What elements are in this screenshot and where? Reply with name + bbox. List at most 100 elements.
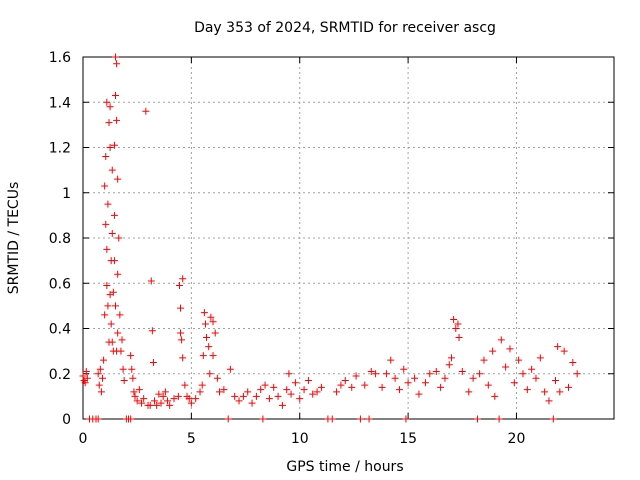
data-point: [265, 395, 273, 403]
data-point: [170, 395, 178, 403]
data-point: [110, 211, 118, 219]
data-point: [437, 383, 445, 391]
data-point: [257, 386, 265, 394]
data-point: [94, 370, 102, 378]
data-point: [99, 374, 107, 382]
data-point: [519, 370, 527, 378]
data-point: [201, 320, 209, 328]
data-point: [106, 103, 114, 111]
data-point: [112, 302, 120, 310]
data-point: [497, 336, 505, 344]
data-point: [127, 415, 135, 423]
data-point: [541, 388, 549, 396]
data-point: [506, 345, 514, 353]
data-point: [120, 377, 128, 385]
data-point: [109, 288, 117, 296]
data-points: [79, 53, 581, 423]
data-point: [198, 381, 206, 389]
data-point: [239, 392, 247, 400]
data-point: [235, 397, 243, 405]
y-axis-label: SRMTID / TECUs: [6, 182, 22, 295]
y-tick-label: 1.4: [49, 95, 71, 111]
data-point: [112, 53, 120, 61]
tick-labels: 0 0.2 0.4 0.6 0.8 1 1.2 1.4 1.6 0 5 10 15 20: [49, 50, 526, 447]
data-point: [528, 365, 536, 373]
data-point: [101, 182, 109, 190]
data-point: [82, 367, 90, 375]
data-point: [200, 309, 208, 317]
data-point: [166, 401, 174, 409]
y-tick-label: 0.2: [49, 367, 71, 383]
data-point: [554, 343, 562, 351]
data-point: [105, 119, 113, 127]
x-tick-label: 0: [79, 431, 88, 447]
data-point: [309, 390, 317, 398]
data-point: [244, 388, 252, 396]
data-point: [179, 275, 187, 283]
data-point: [502, 363, 510, 371]
data-point: [135, 386, 143, 394]
data-point: [79, 372, 87, 380]
data-point: [142, 107, 150, 115]
data-point: [536, 354, 544, 362]
data-point: [447, 354, 455, 362]
data-point: [153, 401, 161, 409]
data-point: [224, 415, 232, 423]
data-point: [458, 367, 466, 375]
data-point: [248, 399, 256, 407]
data-point: [110, 257, 118, 265]
data-point: [101, 311, 109, 319]
data-point: [113, 60, 121, 68]
data-point: [95, 381, 103, 389]
data-point: [113, 116, 121, 124]
data-point: [100, 356, 108, 364]
data-point: [199, 352, 207, 360]
data-point: [96, 365, 104, 373]
data-point: [515, 356, 523, 364]
data-point: [226, 365, 234, 373]
data-point: [147, 277, 155, 285]
data-point: [130, 388, 138, 396]
data-point: [469, 374, 477, 382]
x-axis-label: GPS time / hours: [286, 459, 403, 475]
data-point: [489, 347, 497, 355]
data-point: [97, 388, 105, 396]
data-point: [216, 388, 224, 396]
data-point: [157, 399, 165, 407]
data-point: [108, 338, 116, 346]
data-point: [259, 415, 267, 423]
x-tick-label: 10: [291, 431, 309, 447]
data-point: [140, 395, 148, 403]
data-point: [278, 401, 286, 409]
data-point: [127, 352, 135, 360]
data-point: [108, 229, 116, 237]
data-point: [164, 397, 172, 405]
data-point: [476, 370, 484, 378]
data-point: [569, 358, 577, 366]
data-point: [328, 415, 336, 423]
data-point: [81, 379, 89, 387]
data-point: [175, 282, 183, 290]
data-point: [114, 175, 122, 183]
data-point: [231, 392, 239, 400]
data-point: [356, 415, 364, 423]
data-point: [495, 415, 503, 423]
data-point: [564, 383, 572, 391]
y-tick-label: 1: [62, 186, 71, 202]
data-point: [532, 374, 540, 382]
data-point: [445, 361, 453, 369]
data-point: [387, 356, 395, 364]
data-point: [274, 392, 282, 400]
data-point: [103, 282, 111, 290]
y-tick-label: 1.2: [49, 141, 71, 157]
data-point: [103, 245, 111, 253]
x-tick-label: 5: [187, 431, 196, 447]
data-point: [421, 379, 429, 387]
data-point: [455, 334, 463, 342]
data-point: [203, 334, 211, 342]
data-point: [131, 392, 139, 400]
data-point: [432, 367, 440, 375]
grid-lines: [83, 57, 614, 419]
data-point: [149, 358, 157, 366]
data-point: [104, 302, 112, 310]
